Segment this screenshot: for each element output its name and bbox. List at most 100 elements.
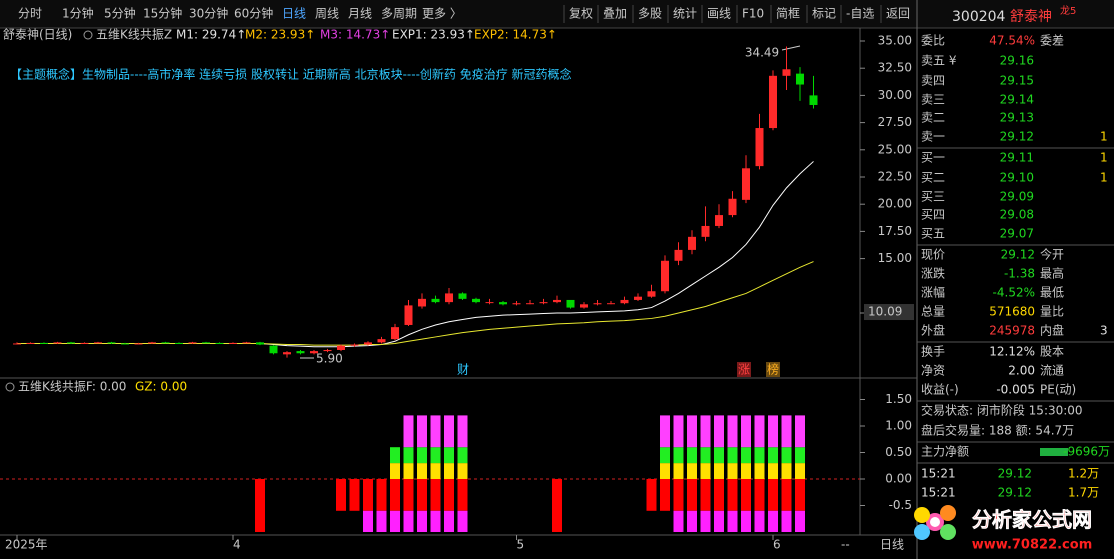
quote-cell: 买五 xyxy=(921,227,945,241)
stock-name: 舒泰神 xyxy=(1010,9,1052,25)
candle-body xyxy=(80,342,89,344)
signal-bar xyxy=(795,463,805,479)
signal-bar xyxy=(700,447,711,464)
watermark-name: 分析家公式网 xyxy=(972,508,1092,532)
quote-cell: 流通 xyxy=(1040,364,1064,378)
candle-body xyxy=(647,291,656,297)
signal-bar xyxy=(768,463,778,479)
signal-bar xyxy=(673,447,684,464)
candle-body xyxy=(161,342,170,344)
candle-body xyxy=(242,342,251,344)
indicator-value: EXP2: 14.73↑ xyxy=(474,28,557,42)
signal-bar xyxy=(795,479,805,511)
candle-body xyxy=(188,342,197,344)
period-tab[interactable]: 30分钟 xyxy=(189,6,228,21)
signal-bar xyxy=(781,447,792,464)
flow-value: -9696万 xyxy=(1063,445,1110,459)
low-label: 5.90 xyxy=(316,352,343,366)
period-tab[interactable]: 5分钟 xyxy=(104,6,136,21)
candle-body xyxy=(472,298,480,303)
y-tick-label: 22.50 xyxy=(878,170,912,184)
signal-bar xyxy=(795,415,805,448)
tool-button[interactable]: 统计 xyxy=(673,7,697,21)
candle-body xyxy=(728,198,737,216)
signal-bar xyxy=(781,479,792,511)
signal-bar xyxy=(727,510,738,532)
tool-button[interactable]: 画线 xyxy=(707,7,731,21)
signal-bar xyxy=(781,463,792,479)
candle-body xyxy=(40,342,48,344)
sub-gz: GZ: 0.00 xyxy=(135,380,187,394)
candle-body xyxy=(769,75,777,129)
signal-bar xyxy=(444,510,454,532)
candle-body xyxy=(499,302,507,305)
signal-bar xyxy=(754,479,765,511)
signal-bar xyxy=(403,415,414,448)
quote-cell: 卖四 xyxy=(921,74,945,88)
signal-bar xyxy=(741,447,751,464)
tool-button[interactable]: 简框 xyxy=(776,7,800,21)
signal-bar xyxy=(457,447,468,464)
quote-cell: 245978 xyxy=(989,324,1035,338)
signal-bar xyxy=(457,479,468,511)
quote-cell: 2.00 xyxy=(1008,364,1035,378)
period-tab[interactable]: 周线 xyxy=(315,7,339,21)
signal-bar xyxy=(390,479,400,511)
flow-bar xyxy=(1040,448,1068,456)
signal-bar xyxy=(741,415,751,448)
signal-bar xyxy=(700,463,711,479)
candle-body xyxy=(688,236,696,250)
signal-bar xyxy=(781,510,792,532)
signal-bar xyxy=(687,463,697,479)
candle-body xyxy=(620,299,629,304)
signal-bar xyxy=(430,463,441,479)
signal-bar xyxy=(727,415,738,448)
quote-cell: 今开 xyxy=(1040,247,1064,262)
quote-cell: 15:21 xyxy=(921,467,956,481)
signal-bar xyxy=(673,510,684,532)
period-tab[interactable]: 分时 xyxy=(18,7,42,21)
candle-body xyxy=(782,69,791,76)
signal-bar xyxy=(403,447,414,464)
tool-button[interactable]: F10 xyxy=(742,7,764,21)
signal-bar xyxy=(754,415,765,448)
signal-bar xyxy=(646,479,657,511)
quote-cell: 29.12 xyxy=(998,467,1032,481)
period-tab[interactable]: 多周期 xyxy=(381,7,417,21)
period-tab[interactable]: 更多 〉 xyxy=(422,7,462,21)
tool-button[interactable]: 叠加 xyxy=(603,7,627,21)
period[interactable]: 日线 xyxy=(880,538,904,552)
signal-bar xyxy=(417,463,427,479)
tool-button[interactable]: 多股 xyxy=(638,7,662,21)
signal-bar xyxy=(781,415,792,448)
period-tab[interactable]: 15分钟 xyxy=(143,6,182,21)
period-tab[interactable]: 日线 xyxy=(282,7,306,21)
candle-body xyxy=(485,302,494,304)
quote-cell: 29.11 xyxy=(1000,151,1034,165)
candle-body xyxy=(256,342,264,345)
signal-bar xyxy=(376,510,387,532)
tool-button[interactable]: 复权 xyxy=(569,7,593,21)
quote-cell: 最低 xyxy=(1040,286,1064,300)
candle-body xyxy=(283,352,291,355)
candle-body xyxy=(418,298,426,307)
tag: 财 xyxy=(457,363,469,377)
period-tab[interactable]: 60分钟 xyxy=(234,6,273,21)
candle-body xyxy=(580,304,588,308)
period-tab[interactable]: 月线 xyxy=(348,7,372,21)
tool-button[interactable]: 标记 xyxy=(812,7,836,21)
quote-cell: 总量 xyxy=(921,305,945,319)
signal-bar xyxy=(660,415,670,448)
quote-cell: 29.08 xyxy=(1000,208,1034,222)
indicator-value: EXP1: 23.93↑ xyxy=(392,28,475,42)
signal-bar xyxy=(403,479,414,511)
signal-bar xyxy=(754,463,765,479)
candle-body xyxy=(377,339,386,343)
candle-body xyxy=(458,293,467,299)
period-tab[interactable]: 1分钟 xyxy=(62,6,94,21)
signal-bar xyxy=(700,415,711,448)
signal-bar xyxy=(376,479,387,511)
tool-button[interactable]: -自选 xyxy=(846,7,874,21)
tool-button[interactable]: 返回 xyxy=(886,7,910,21)
